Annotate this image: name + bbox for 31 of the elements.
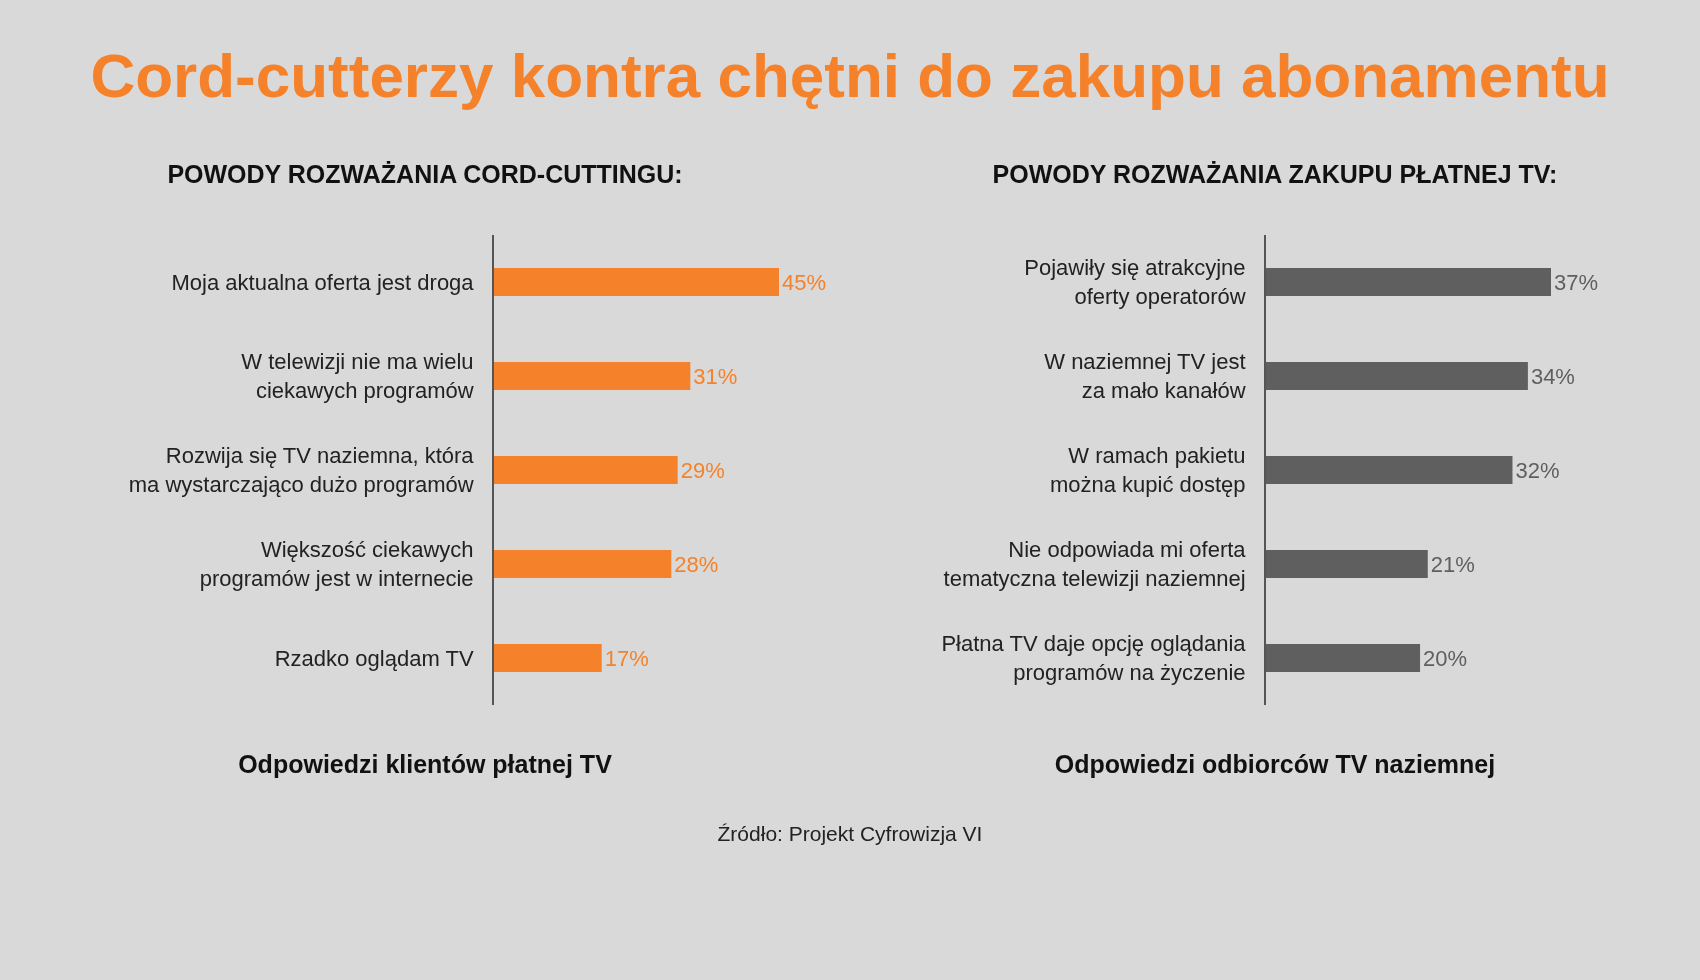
x-axis-title: Odpowiedzi klientów płatnej TV (237, 750, 613, 779)
y-tick-label: Pojawiły się atrakcyjne oferty operatorów (1024, 255, 1246, 309)
data-label: 32% (1515, 457, 1560, 483)
chart-subtitle: POWODY ROZWAŻANIA CORD-CUTTINGU: (166, 160, 684, 189)
y-tick-label: Rozwija się TV naziemna, która ma wystarczająco dużo programów (128, 443, 475, 497)
data-label: 21% (1430, 551, 1475, 577)
text: Źródło: Projekt Cyfrowizja VI (716, 822, 984, 846)
y-tick-label: Płatna TV daje opcję oglądania programów na życzenie (941, 631, 1247, 685)
chart-title: Cord-cutterzy kontra chętni do zakupu abonamentu (89, 40, 1611, 111)
data-label: 45% (782, 269, 827, 295)
data-label: 34% (1530, 363, 1575, 389)
bar (494, 267, 779, 297)
y-tick-label: W telewizji nie ma wielu ciekawych programów (241, 349, 474, 403)
y-tick-label: W naziemnej TV jest za mało kanałów (1044, 349, 1246, 403)
bar (494, 361, 691, 391)
y-tick-label: Moja aktualna oferta jest droga (171, 269, 475, 295)
bar (494, 455, 678, 485)
data-label: 20% (1423, 645, 1468, 671)
data-label: 37% (1554, 269, 1599, 295)
chart-subtitle: POWODY ROZWAŻANIA ZAKUPU PŁATNEJ TV: (991, 160, 1559, 189)
x-axis-title: Odpowiedzi odbiorców TV naziemnej (1053, 750, 1497, 779)
bar (494, 549, 672, 579)
data-label: 29% (680, 457, 725, 483)
bar (494, 643, 602, 673)
y-tick-label: W ramach pakietu można kupić dostęp (1049, 443, 1246, 497)
y-tick-label: Rzadko oglądam TV (274, 645, 474, 671)
data-label: 28% (674, 551, 719, 577)
y-tick-label: Większość ciekawych programów jest w internecie (199, 537, 474, 591)
y-tick-label: Nie odpowiada mi oferta tematyczna telewizji naziemnej (943, 537, 1247, 591)
data-label: 31% (693, 363, 738, 389)
data-label: 17% (604, 645, 649, 671)
